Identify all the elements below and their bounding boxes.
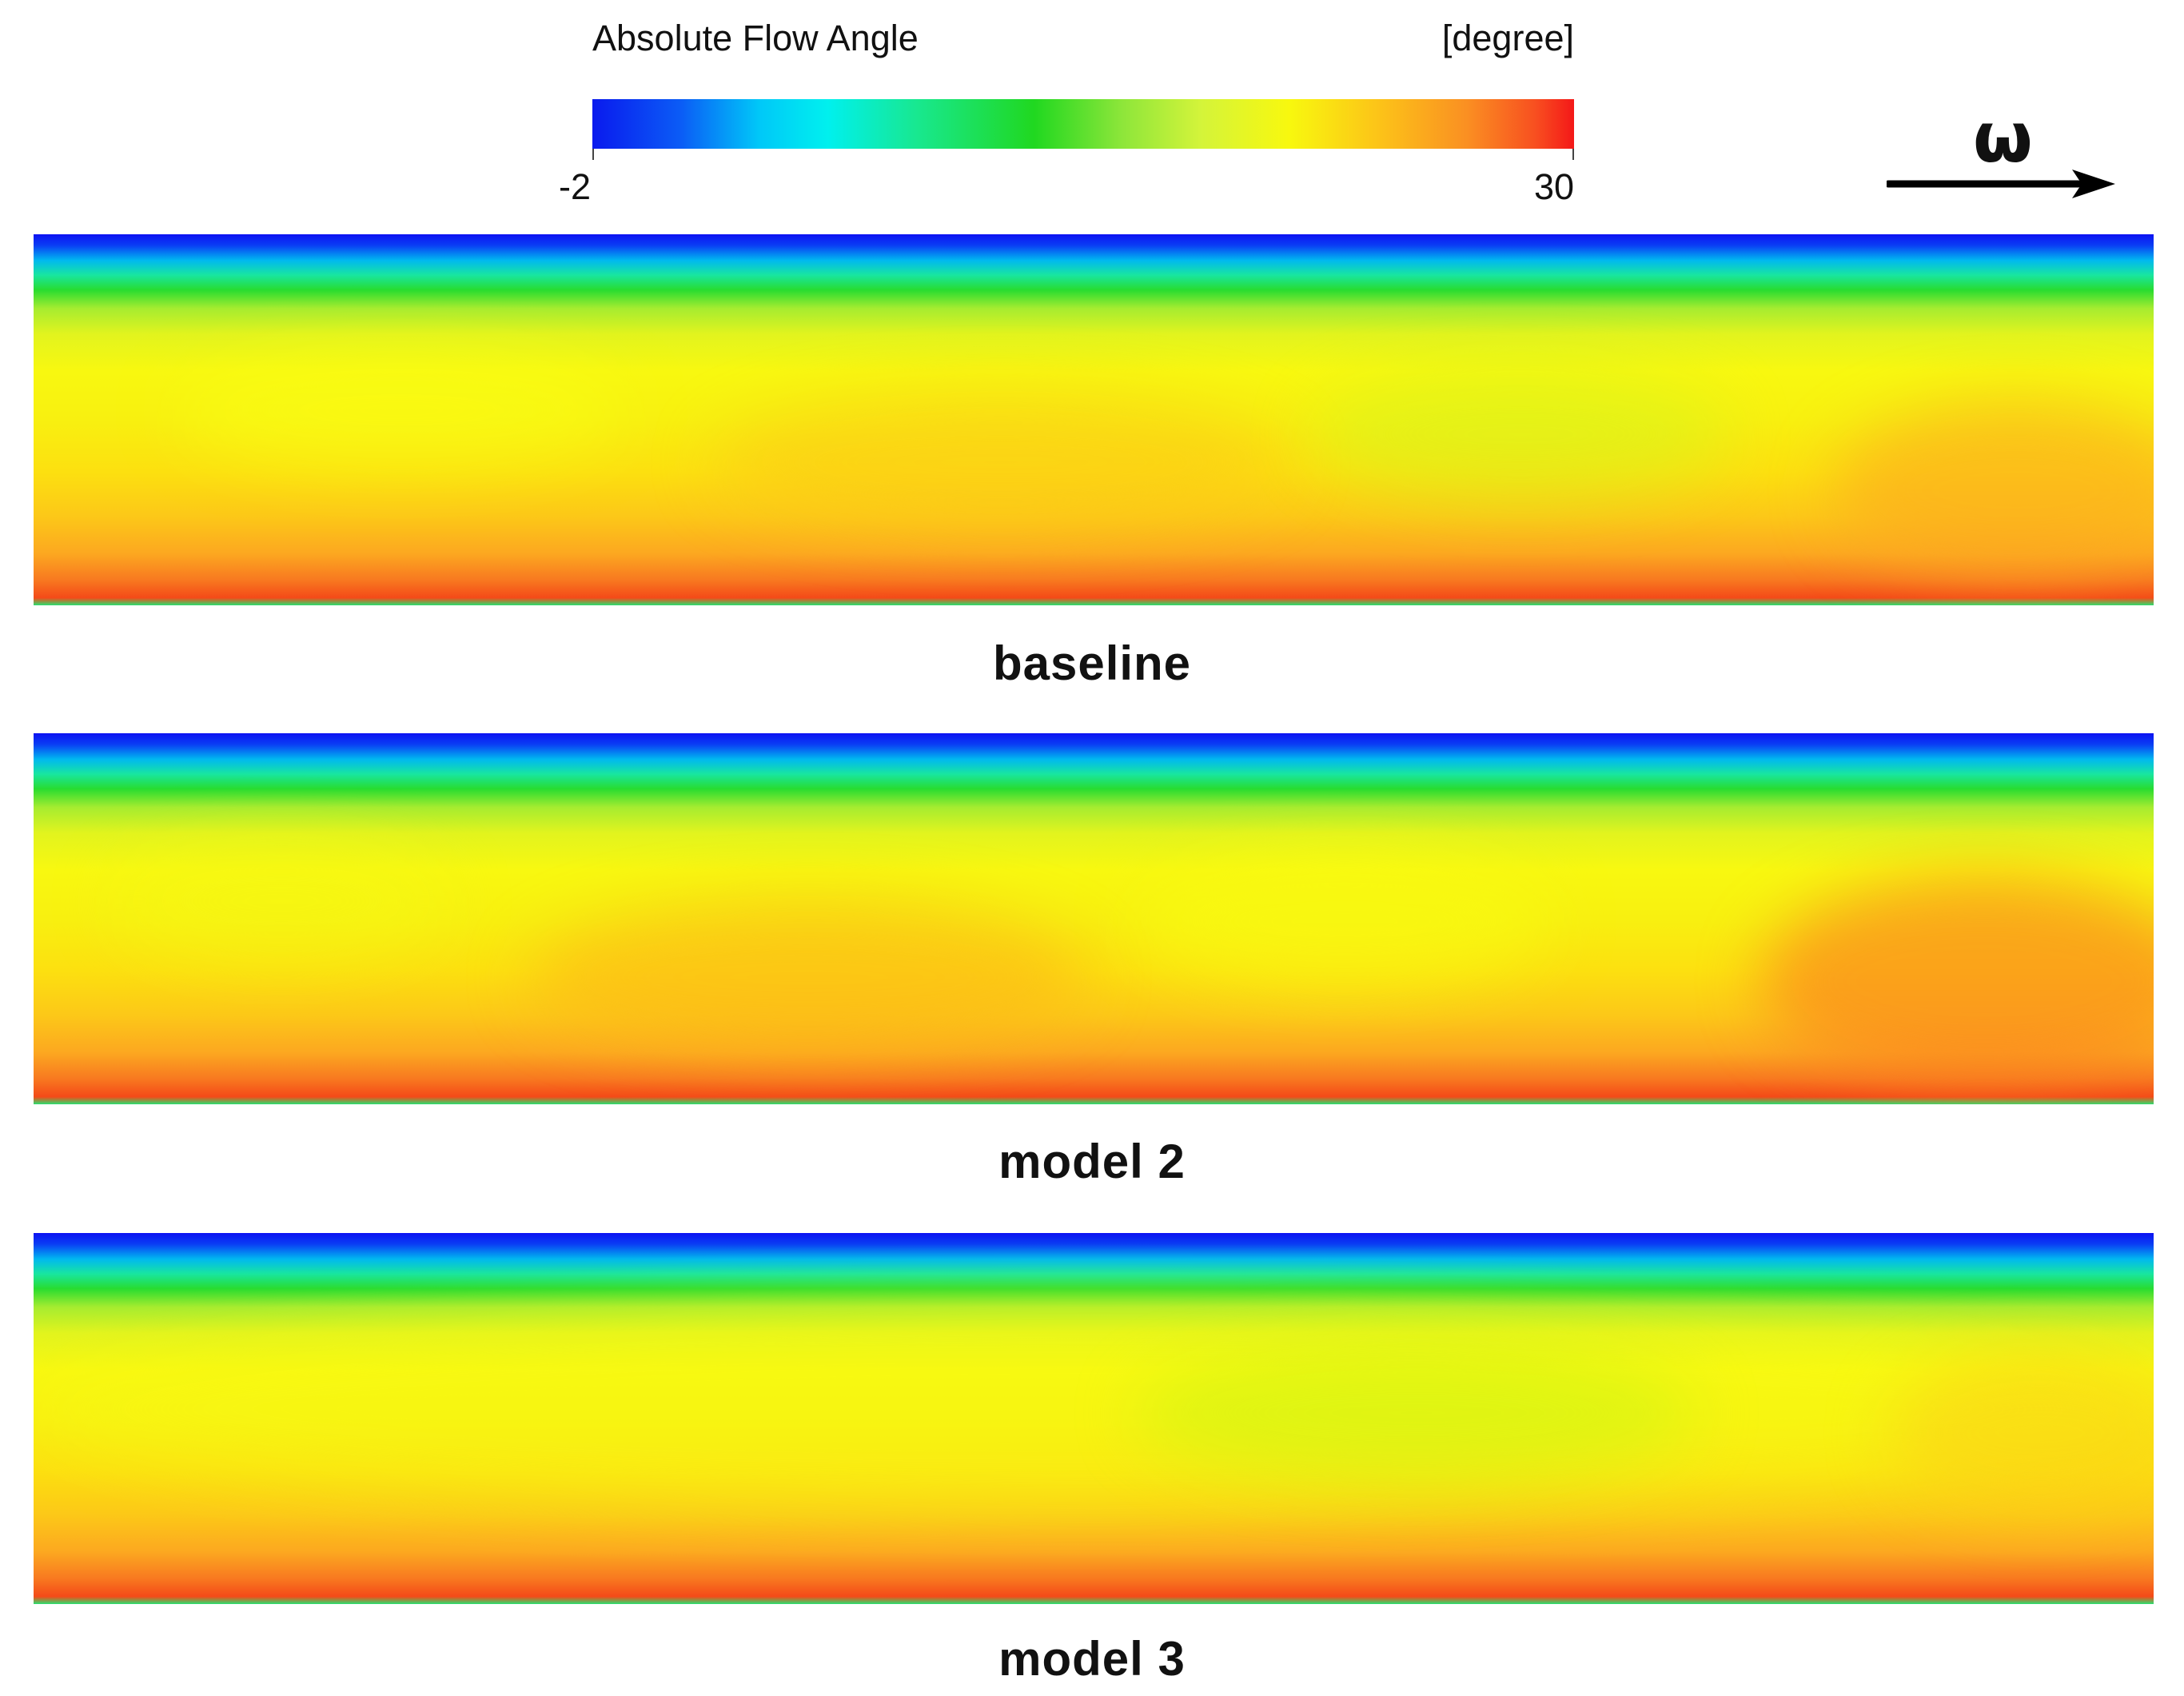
panel-caption: model 2 [998, 1135, 1186, 1188]
legend-title: Absolute Flow Angle [592, 18, 919, 58]
colorbar [592, 99, 1574, 149]
contour-panel-model-2 [34, 733, 2154, 1104]
colorbar-tick-min [592, 149, 594, 160]
arrow-right-icon [1887, 170, 2115, 198]
contour-panel-baseline [34, 234, 2154, 605]
rotation-symbol: ω [1973, 98, 2033, 178]
contour-panel-model-3 [34, 1233, 2154, 1604]
colorbar-min-label: -2 [559, 166, 592, 207]
panel-caption: model 3 [998, 1632, 1186, 1686]
colorbar-max-label: 30 [1533, 166, 1574, 207]
legend-unit: [degree] [1441, 18, 1574, 58]
colorbar-tick-max [1572, 149, 1574, 160]
panel-caption: baseline [992, 636, 1192, 690]
